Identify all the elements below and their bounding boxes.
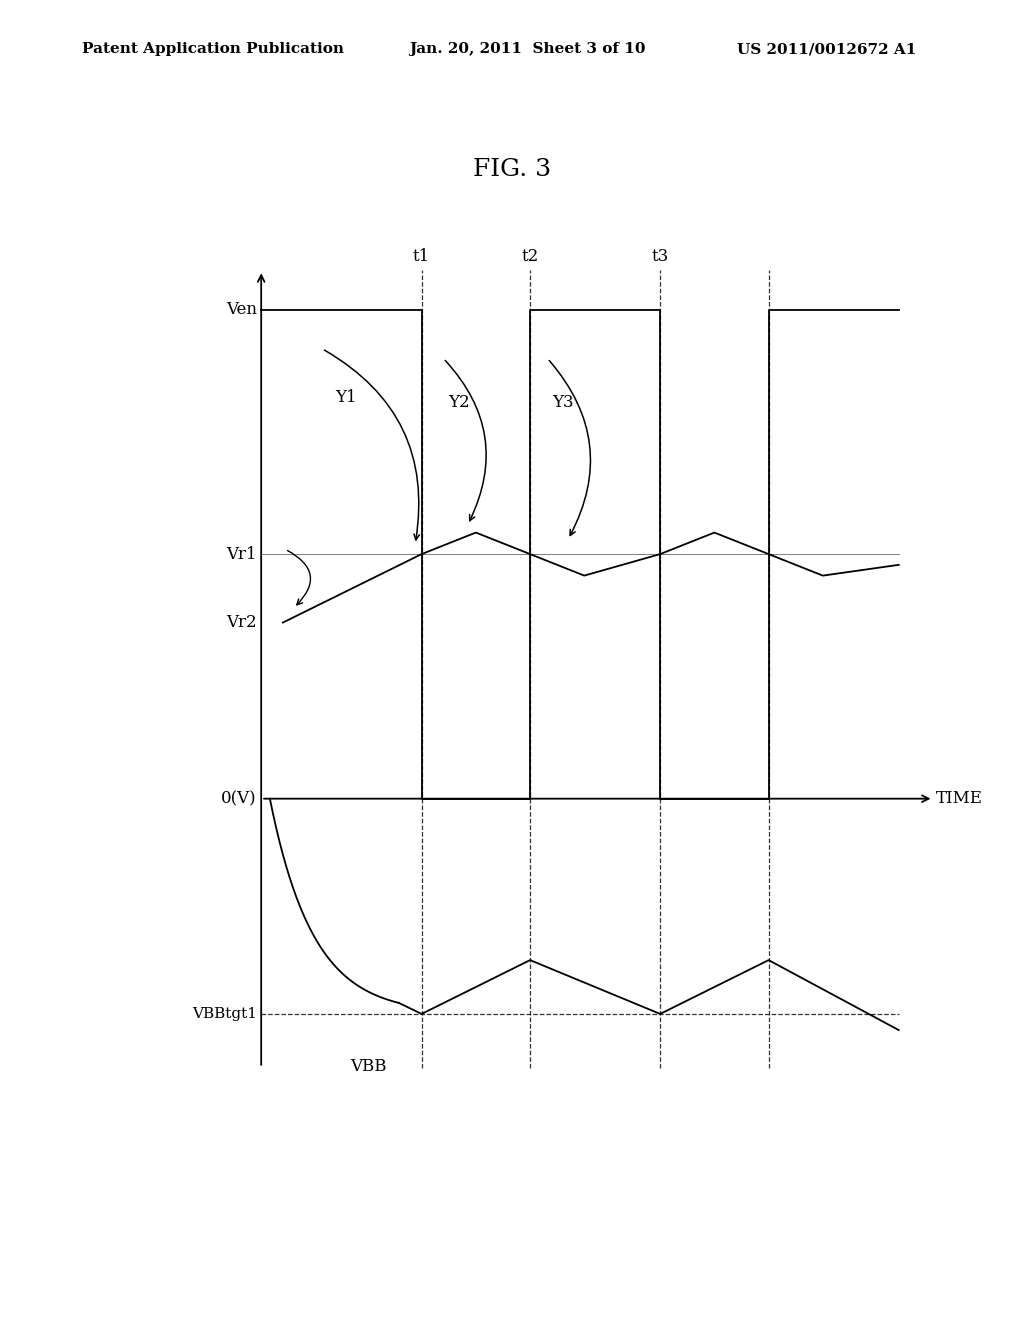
Text: Patent Application Publication: Patent Application Publication xyxy=(82,42,344,57)
Text: VBB: VBB xyxy=(350,1057,387,1074)
Text: 0(V): 0(V) xyxy=(221,791,257,807)
Text: Vr1: Vr1 xyxy=(226,545,257,562)
Text: Y2: Y2 xyxy=(447,393,469,411)
Text: Vr2: Vr2 xyxy=(226,614,257,631)
Text: t3: t3 xyxy=(651,248,669,265)
Text: FIG. 3: FIG. 3 xyxy=(473,158,551,181)
Text: Y3: Y3 xyxy=(552,393,573,411)
Text: TIME: TIME xyxy=(936,791,983,807)
Text: Ven: Ven xyxy=(226,301,257,318)
Text: Jan. 20, 2011  Sheet 3 of 10: Jan. 20, 2011 Sheet 3 of 10 xyxy=(410,42,646,57)
Text: US 2011/0012672 A1: US 2011/0012672 A1 xyxy=(737,42,916,57)
Text: t2: t2 xyxy=(521,248,539,265)
Text: VBBtgt1: VBBtgt1 xyxy=(191,1007,257,1020)
Text: Y1: Y1 xyxy=(335,389,356,407)
Text: t1: t1 xyxy=(413,248,430,265)
